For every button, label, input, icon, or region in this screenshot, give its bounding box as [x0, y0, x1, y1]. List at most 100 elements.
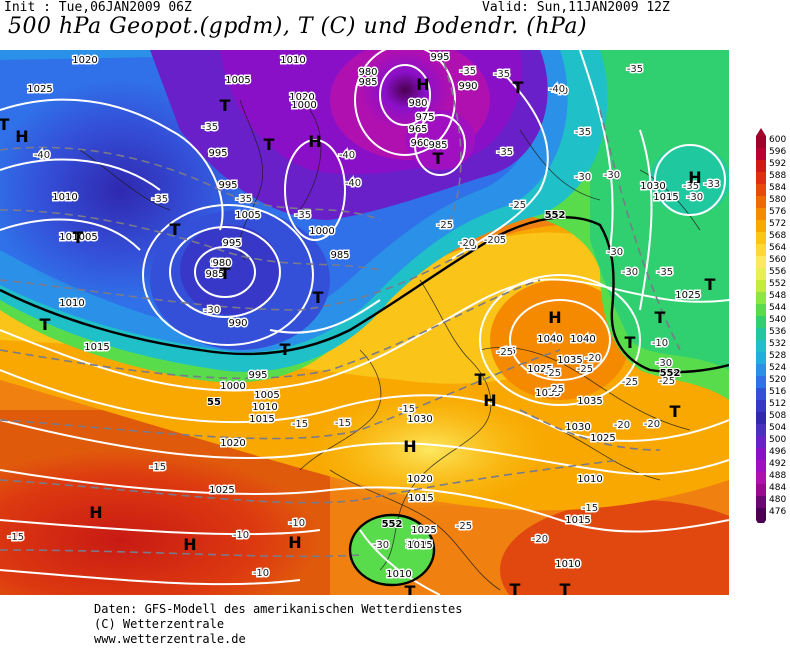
isoline-552-label: 552 — [545, 210, 566, 221]
temperature-label: -35 — [202, 122, 218, 133]
pressure-labels: 1020102510051010101010151020100099598098… — [26, 51, 702, 582]
pressure-label: 990 — [210, 258, 229, 269]
temperature-label: -30 — [607, 247, 623, 258]
pressure-label: 1010 — [59, 298, 84, 309]
pressure-label: 995 — [248, 370, 267, 381]
pressure-label: 1000 — [291, 100, 316, 111]
pressure-label: 1005 — [72, 232, 97, 243]
temperature-label: -35 — [295, 210, 311, 221]
pressure-label: 1005 — [225, 75, 250, 86]
colorbar-label: 476 — [769, 507, 786, 517]
temperature-label: -25 — [545, 368, 561, 379]
temperature-label: -40 — [339, 150, 355, 161]
colorbar-swatch — [756, 424, 766, 436]
pressure-label: 1025 — [27, 84, 52, 95]
pressure-label: 985 — [205, 269, 224, 280]
colorbar-label: 504 — [769, 423, 786, 433]
pressure-label: 960 — [410, 138, 429, 149]
pressure-label: 1020 — [72, 55, 97, 66]
colorbar-label: 520 — [769, 375, 786, 385]
temperature-label: -25 — [490, 235, 506, 246]
high-pressure-marker: H — [15, 127, 28, 146]
low-pressure-marker: T — [73, 228, 84, 247]
pressure-label: 1035 — [535, 388, 560, 399]
colorbar-label: 524 — [769, 363, 786, 373]
colorbar-swatch — [756, 304, 766, 316]
pressure-label: 980 — [212, 258, 231, 269]
pressure-label: 990 — [458, 81, 477, 92]
colorbar-swatch — [756, 436, 766, 448]
temperature-label: -40 — [552, 86, 568, 97]
colorbar-swatch — [756, 268, 766, 280]
isoline-552-label: 552 — [660, 368, 681, 379]
low-pressure-marker: T — [264, 135, 275, 154]
chart-title: 500 hPa Geopot.(gpdm), T (C) und Bodendr… — [8, 14, 588, 39]
pressure-label: 980 — [408, 98, 427, 109]
temperature-label: -40 — [549, 84, 565, 95]
temperature-label: -25 — [456, 521, 472, 532]
temperature-labels: -35-40-35-35-35-40-35 -35-30-35-40-35-40-… — [6, 63, 721, 581]
pressure-label: 975 — [415, 112, 434, 123]
pressure-label: 1040 — [570, 334, 595, 345]
temperature-label: -25 — [497, 347, 513, 358]
pressure-label: 985 — [358, 77, 377, 88]
colorbar-swatch — [756, 400, 766, 412]
temperature-label: -33 — [704, 179, 720, 190]
colorbar-label: 512 — [769, 399, 786, 409]
pressure-label: 1025 — [411, 525, 436, 536]
colorbar-swatch — [756, 496, 766, 508]
low-pressure-marker: T — [560, 580, 571, 595]
pressure-label: 1015 — [653, 192, 678, 203]
pressure-label: 1035 — [557, 355, 582, 366]
colorbar-swatch — [756, 196, 766, 208]
low-pressure-marker: T — [433, 149, 444, 168]
pressure-label: 1035 — [577, 396, 602, 407]
colorbar-swatch — [756, 208, 766, 220]
temperature-label: -15 — [8, 532, 24, 543]
colorbar-label: 580 — [769, 195, 786, 205]
colorbar-swatch — [756, 148, 766, 160]
colorbar-swatch — [756, 376, 766, 388]
pressure-label: 1020 — [289, 92, 314, 103]
low-pressure-marker: T — [475, 370, 486, 389]
temperature-label: -25 — [577, 364, 593, 375]
colorbar-label: 560 — [769, 255, 786, 265]
temperature-label: -20 — [532, 534, 548, 545]
low-pressure-marker: T — [280, 340, 291, 359]
temperature-label: -25 — [548, 384, 564, 395]
low-pressure-marker: T — [220, 264, 231, 283]
pressure-label: 995 — [208, 148, 227, 159]
high-pressure-marker: H — [183, 535, 196, 554]
colorbar-label: 508 — [769, 411, 786, 421]
pressure-label: 1015 — [84, 342, 109, 353]
colorbar-label: 592 — [769, 159, 786, 169]
low-pressure-marker: T — [220, 96, 231, 115]
colorbar-label: 600 — [769, 135, 786, 145]
colorbar-bottom-arrow — [756, 520, 766, 523]
temperature-label: -30 — [604, 170, 620, 181]
colorbar-swatch — [756, 244, 766, 256]
colorbar-swatch — [756, 280, 766, 292]
colorbar-top-arrow — [756, 128, 766, 136]
low-pressure-marker: T — [705, 275, 716, 294]
low-pressure-marker: T — [510, 580, 521, 595]
pressure-label: 1010 — [555, 559, 580, 570]
pressure-label: 995 — [218, 180, 237, 191]
pressure-label: 995 — [430, 52, 449, 63]
colorbar-label: 556 — [769, 267, 786, 277]
low-pressure-marker: T — [40, 315, 51, 334]
temperature-label: -30 — [687, 192, 703, 203]
temperature-label: -15 — [335, 418, 351, 429]
colorbar-label: 480 — [769, 495, 786, 505]
temperature-label: -15 — [292, 419, 308, 430]
colorbar-swatch — [756, 472, 766, 484]
colorbar-label: 564 — [769, 243, 786, 253]
pressure-label: 1005 — [235, 210, 260, 221]
high-pressure-marker: H — [416, 75, 429, 94]
pressure-label: 1015 — [59, 232, 84, 243]
pressure-label: 1020 — [407, 474, 432, 485]
pressure-label: 1030 — [640, 181, 665, 192]
colorbar-label: 588 — [769, 171, 786, 181]
temperature-label: -40 — [34, 150, 50, 161]
